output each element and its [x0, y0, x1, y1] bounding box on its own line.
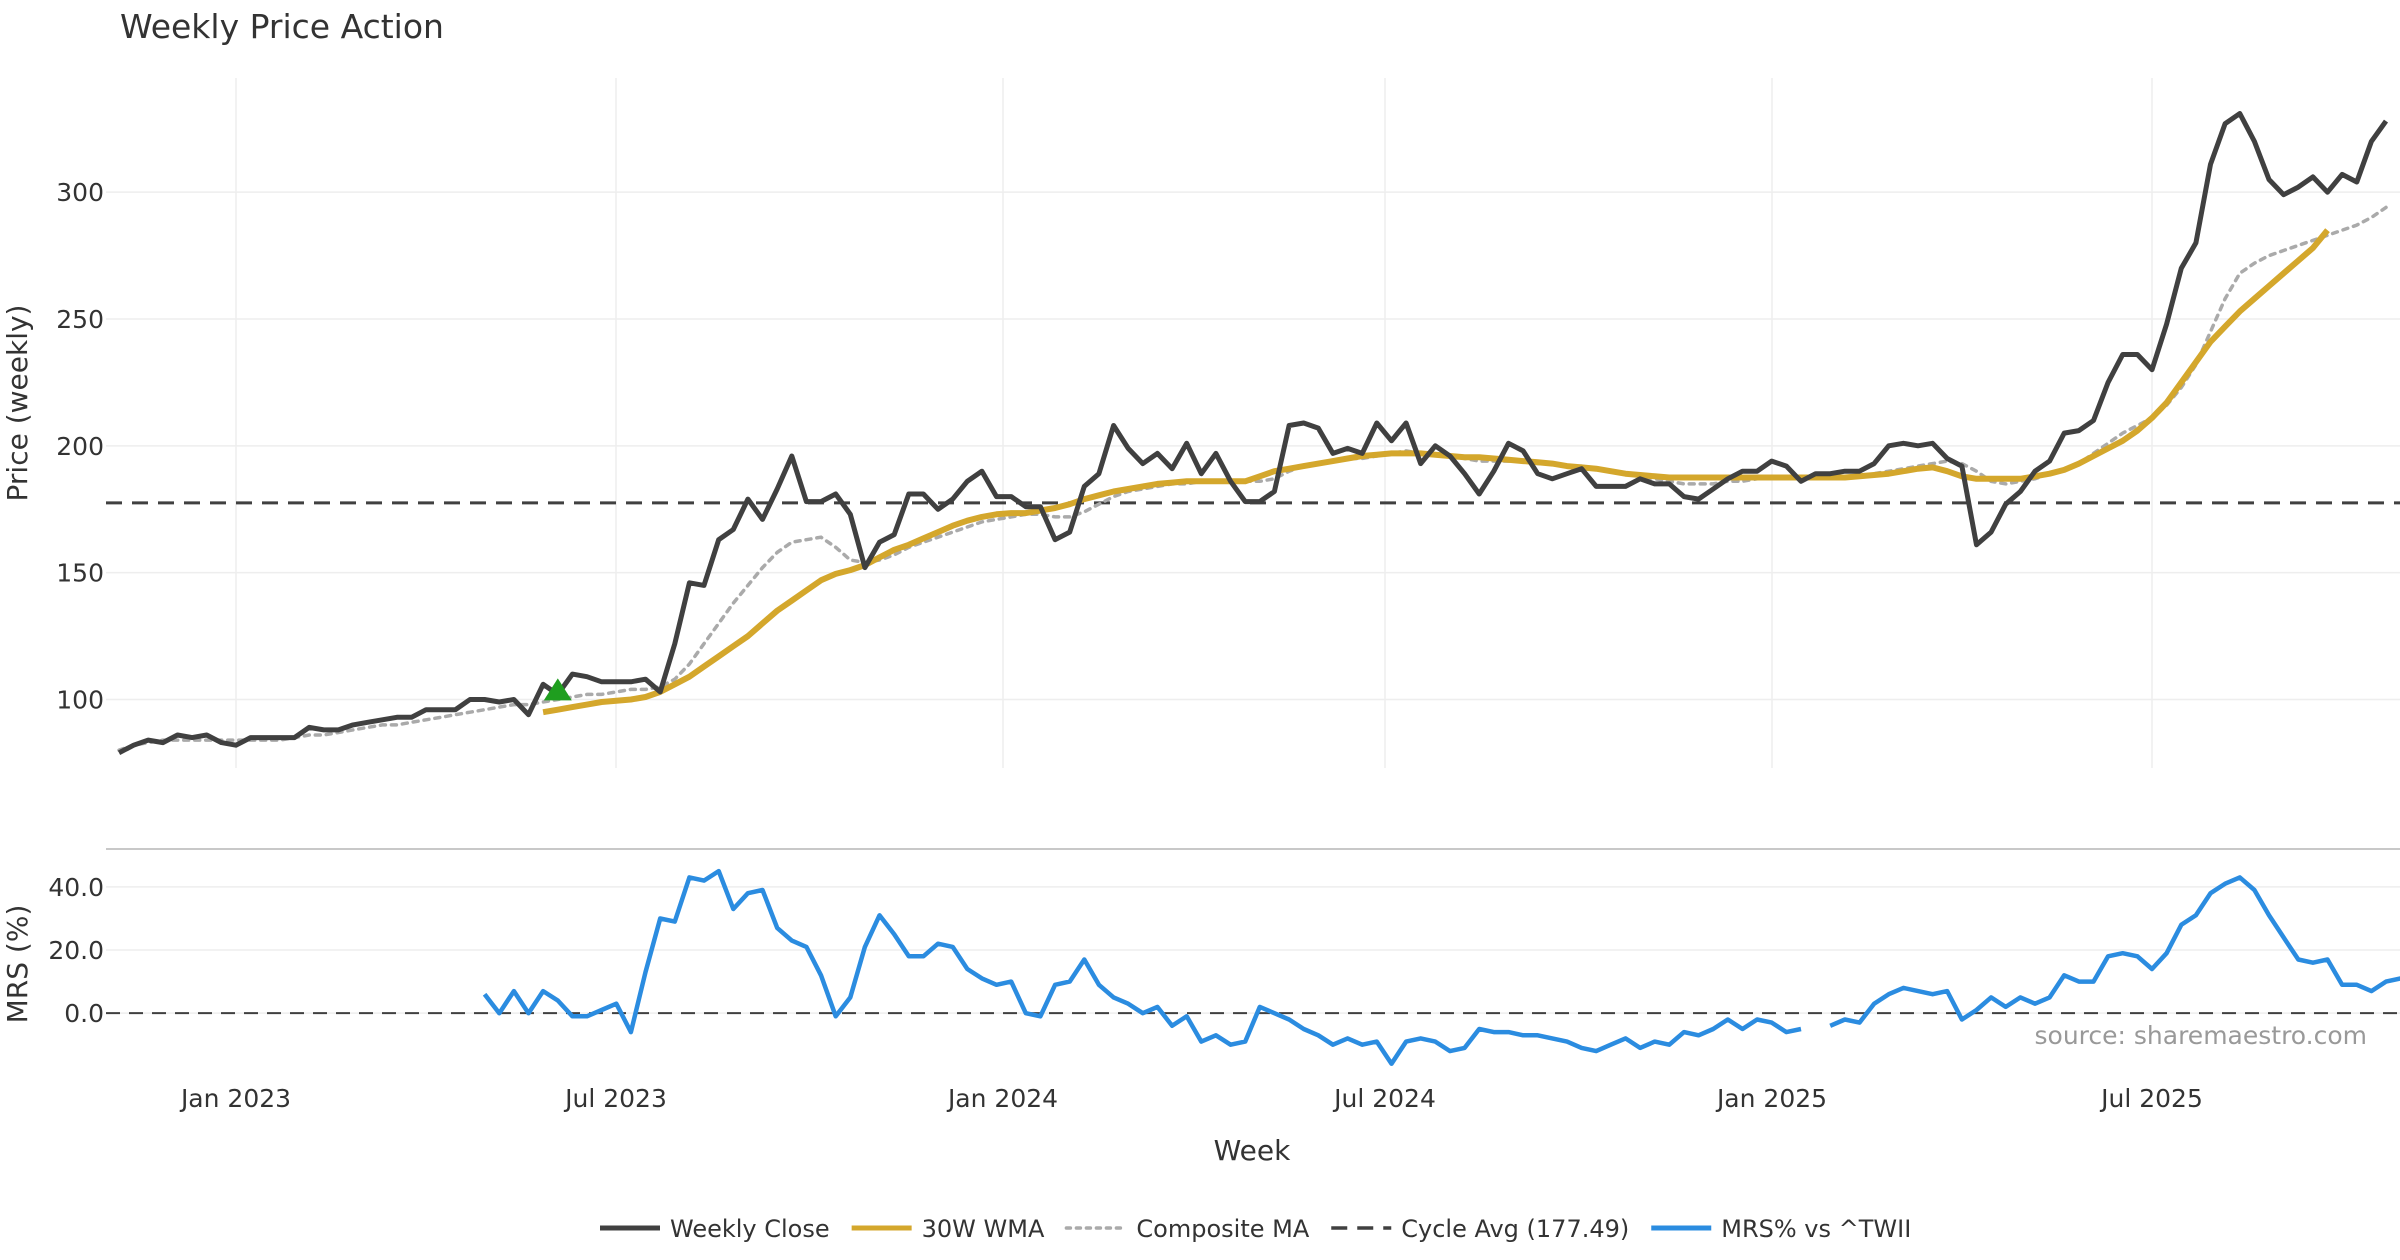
x-ticks: Jan 2023 Jul 2023 Jan 2024 Jul 2024 Jan 2025… — [179, 1084, 2203, 1113]
mrs-y-tick-40-0: 40.0 — [48, 873, 104, 902]
x-axis-label: Week — [1214, 1134, 1291, 1167]
mrs-y-axis-label: MRS (%) — [1, 905, 34, 1024]
mrs-series — [106, 868, 2400, 1066]
source-label: source: sharemaestro.com — [2035, 1021, 2368, 1050]
legend: Weekly Close 30W WMA Composite MA Cycle Avg… — [600, 1215, 1911, 1243]
price-grid — [106, 78, 2400, 768]
mrs-y-tick-0-0: 0.0 — [64, 999, 104, 1028]
x-tick-jul-2024: Jul 2024 — [1332, 1084, 1436, 1113]
legend-label-30w-wma: 30W WMA — [922, 1215, 1045, 1243]
mrs-y-ticks: 40.0 20.0 0.0 — [48, 873, 104, 1028]
price-y-ticks: 100 150 200 250 300 — [56, 178, 104, 714]
series-30w-wma — [542, 228, 2330, 716]
legend-label-mrs-vs-twii: MRS% vs ^TWII — [1721, 1215, 1911, 1243]
series-mrs — [482, 868, 2400, 1066]
chart-title: Weekly Price Action — [120, 7, 444, 46]
price-series — [106, 111, 2400, 756]
legend-label-cycle-avg-177-49: Cycle Avg (177.49) — [1401, 1215, 1629, 1243]
series-weekly-close — [117, 111, 2389, 756]
mrs-grid — [106, 886, 2400, 1014]
price-y-tick-250: 250 — [56, 305, 104, 334]
x-tick-jan-2024: Jan 2024 — [946, 1084, 1058, 1113]
price-y-tick-300: 300 — [56, 178, 104, 207]
price-y-tick-100: 100 — [56, 686, 104, 715]
price-y-axis-label: Price (weekly) — [1, 305, 34, 502]
x-tick-jul-2025: Jul 2025 — [2099, 1084, 2203, 1113]
price-y-tick-150: 150 — [56, 559, 104, 588]
x-tick-jan-2023: Jan 2023 — [179, 1084, 291, 1113]
x-tick-jul-2023: Jul 2023 — [563, 1084, 667, 1113]
legend-label-weekly-close: Weekly Close — [670, 1215, 830, 1243]
legend-label-composite-ma: Composite MA — [1136, 1215, 1309, 1243]
buy-signal-marker — [543, 678, 572, 701]
x-tick-jan-2025: Jan 2025 — [1715, 1084, 1827, 1113]
mrs-y-tick-20-0: 20.0 — [48, 936, 104, 965]
price-y-tick-200: 200 — [56, 432, 104, 461]
